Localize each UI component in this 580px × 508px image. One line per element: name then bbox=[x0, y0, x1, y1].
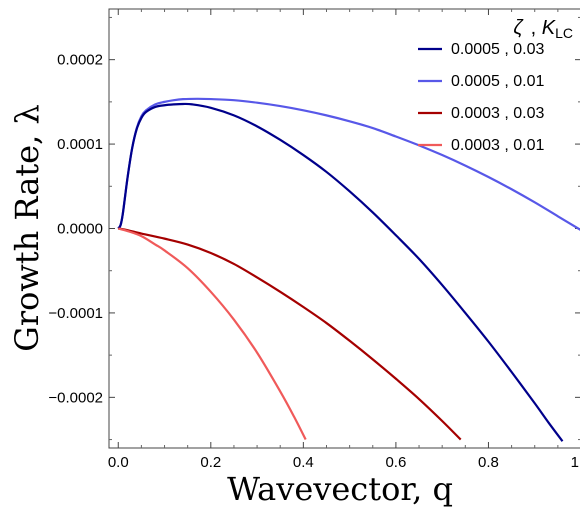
y-tick-label: 0.0000 bbox=[57, 221, 103, 238]
y-axis-ticks: 0.0002 0.0001 0.0000 −0.0001 −0.0002 bbox=[48, 16, 580, 441]
y-axis-title: Growth Rate, λ bbox=[8, 104, 46, 351]
legend-label: 0.0005 , 0.01 bbox=[451, 73, 545, 90]
x-tick-label: 0.2 bbox=[200, 454, 221, 471]
legend-items: 0.0005 , 0.03 0.0005 , 0.01 0.0003 , 0.03 0… bbox=[418, 41, 545, 154]
x-tick-label: 0.8 bbox=[478, 454, 499, 471]
series-line-3 bbox=[118, 227, 462, 441]
legend: ζ, KLC 0.0005 , 0.03 0.0005 , 0.01 0.0003 … bbox=[418, 17, 573, 154]
x-tick-label: 0.0 bbox=[108, 454, 129, 471]
y-tick-label: −0.0002 bbox=[48, 389, 103, 406]
series-line-1 bbox=[117, 102, 564, 442]
y-tick-label: −0.0001 bbox=[48, 305, 103, 322]
x-tick-label: 0.4 bbox=[293, 454, 314, 471]
legend-label: 0.0003 , 0.01 bbox=[451, 137, 545, 154]
legend-label: 0.0005 , 0.03 bbox=[451, 41, 545, 58]
legend-title: ζ, KLC bbox=[513, 17, 573, 41]
x-tick-label: 1.0 bbox=[571, 454, 580, 471]
x-tick-label: 0.6 bbox=[385, 454, 406, 471]
series-line-4 bbox=[117, 227, 307, 441]
series-lines bbox=[117, 97, 580, 442]
x-axis-ticks: 0.0 0.2 0.4 0.6 0.8 1.0 bbox=[108, 9, 580, 471]
legend-label: 0.0003 , 0.03 bbox=[451, 105, 545, 122]
y-tick-label: 0.0002 bbox=[57, 52, 103, 69]
y-tick-label: 0.0001 bbox=[57, 136, 103, 153]
x-axis-title: Wavevector, q bbox=[227, 470, 453, 508]
